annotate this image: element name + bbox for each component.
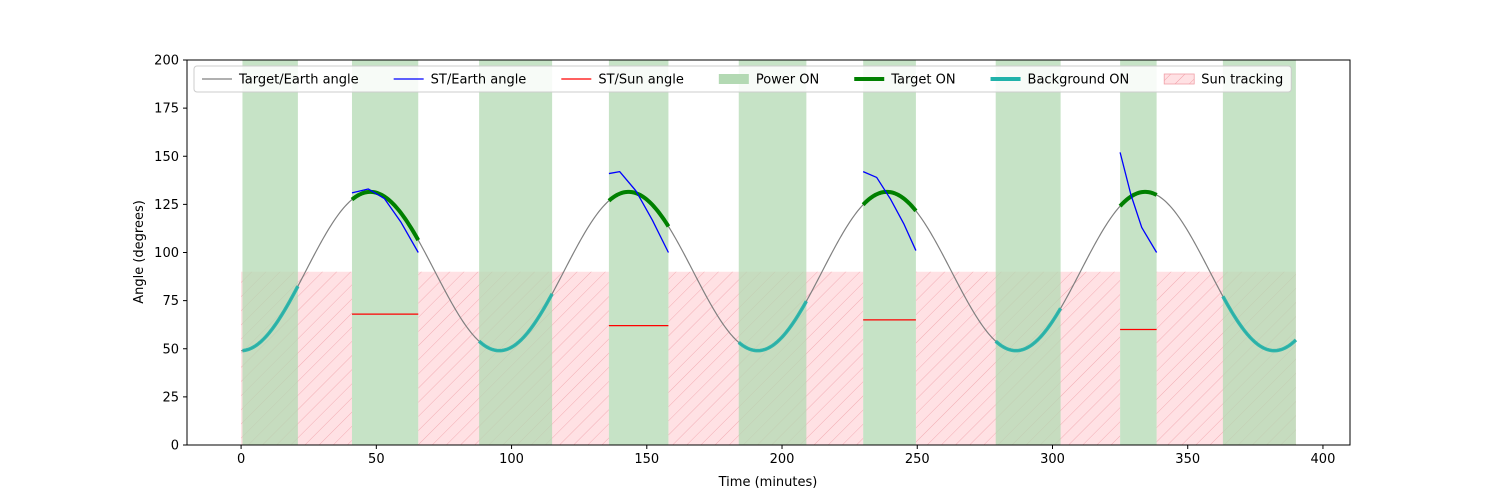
background-on-segment xyxy=(994,307,1063,353)
power-on-layer xyxy=(242,60,1296,445)
st-earth-angle-segment xyxy=(608,171,670,253)
y-tick-label: 25 xyxy=(162,390,179,405)
power-on-span xyxy=(479,60,553,445)
legend-swatch-hatch xyxy=(1164,74,1195,84)
x-tick-label: 100 xyxy=(499,452,524,467)
power-on-span xyxy=(1222,60,1296,445)
lines-layer xyxy=(241,152,1298,353)
x-tick-label: 300 xyxy=(1040,452,1065,467)
x-tick-label: 200 xyxy=(770,452,795,467)
power-on-span xyxy=(995,60,1061,445)
target-on-segment xyxy=(1118,189,1158,208)
legend-label: Power ON xyxy=(756,73,819,88)
background-on-segment xyxy=(1221,295,1298,353)
legend-swatch xyxy=(718,74,749,84)
power-on-span xyxy=(1120,60,1157,445)
x-axis: 0 50 100 150 200 250 300 350 400 xyxy=(237,445,1335,467)
y-tick-label: 150 xyxy=(154,150,179,165)
y-tick-label: 50 xyxy=(162,342,179,357)
legend-label: Sun tracking xyxy=(1201,73,1283,88)
legend-label: Target/Earth angle xyxy=(238,73,359,88)
x-tick-label: 400 xyxy=(1311,452,1336,467)
power-on-span xyxy=(608,60,669,445)
y-tick-label: 100 xyxy=(154,246,179,261)
legend-label: Target ON xyxy=(890,73,955,88)
target-on-segment xyxy=(607,189,671,228)
background-on-segment xyxy=(477,292,554,353)
x-tick-label: 250 xyxy=(905,452,930,467)
x-tick-label: 350 xyxy=(1175,452,1200,467)
x-tick-label: 50 xyxy=(368,452,385,467)
target-on-segment xyxy=(861,189,918,213)
y-tick-label: 75 xyxy=(162,294,179,309)
legend-label: ST/Earth angle xyxy=(431,73,527,88)
power-on-span xyxy=(863,60,916,445)
st-earth-angle-segment xyxy=(351,188,419,253)
y-axis: 0 25 50 75 100 125 150 175 200 xyxy=(154,54,187,454)
power-on-span xyxy=(351,60,419,445)
st-earth-angle-segment xyxy=(862,171,917,251)
y-axis-label: Angle (degrees) xyxy=(132,200,147,304)
power-on-span xyxy=(738,60,807,445)
y-tick-label: 0 xyxy=(171,439,179,454)
legend-label: Background ON xyxy=(1028,73,1130,88)
power-on-span xyxy=(242,60,298,445)
background-on-segment xyxy=(242,285,300,353)
target-on-segment xyxy=(350,189,420,242)
plot-area xyxy=(241,60,1298,445)
y-tick-label: 125 xyxy=(154,198,179,213)
y-tick-label: 200 xyxy=(154,54,179,69)
x-axis-label: Time (minutes) xyxy=(718,475,818,490)
legend-label: ST/Sun angle xyxy=(598,73,684,88)
background-on-segment xyxy=(737,300,808,353)
x-tick-label: 150 xyxy=(634,452,659,467)
x-tick-label: 0 xyxy=(237,452,245,467)
y-tick-label: 175 xyxy=(154,102,179,117)
legend: Target/Earth angle ST/Earth angle ST/Sun a… xyxy=(193,65,1292,93)
st-earth-angle-segment xyxy=(1119,152,1158,253)
